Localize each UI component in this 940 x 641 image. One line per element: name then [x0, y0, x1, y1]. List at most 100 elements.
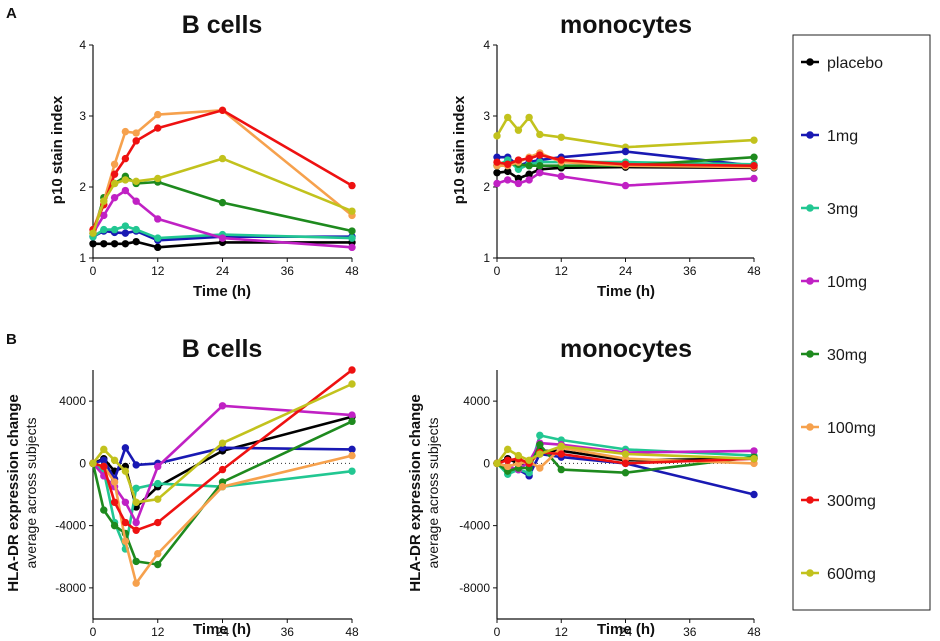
data-point-300mg	[121, 154, 130, 163]
data-point-300mg	[536, 151, 544, 159]
data-point-1mg	[100, 456, 108, 464]
data-point-600mg	[154, 495, 162, 503]
data-point-600mg	[110, 456, 119, 464]
data-point-600mg	[536, 450, 544, 458]
data-point-300mg	[218, 106, 227, 115]
data-point-placebo	[525, 170, 533, 178]
y-tick-label: 0	[79, 456, 86, 470]
data-point-placebo	[110, 240, 119, 248]
data-point-3mg	[348, 467, 356, 475]
y-tick-label: 0	[483, 456, 490, 470]
x-axis-label: Time (h)	[597, 621, 655, 638]
data-point-10mg	[750, 447, 758, 455]
data-point-1mg	[750, 490, 758, 499]
data-point-30mg	[525, 162, 533, 170]
data-point-300mg	[110, 498, 119, 506]
x-tick-label: 48	[747, 625, 761, 639]
data-point-10mg	[348, 411, 356, 419]
data-point-100mg	[121, 537, 130, 545]
data-point-10mg	[154, 462, 162, 471]
data-point-300mg	[110, 170, 119, 178]
plot-area: -8000 -4000 0 4000 0 12 24 36 48	[55, 366, 359, 639]
data-point-30mg	[348, 227, 356, 235]
y-axis-sublabel: average across subjects	[425, 418, 441, 569]
data-point-600mg	[218, 154, 227, 163]
data-point-600mg	[121, 176, 130, 184]
data-point-600mg	[110, 179, 119, 188]
data-point-10mg	[100, 211, 108, 220]
data-point-10mg	[154, 215, 162, 223]
data-point-3mg	[348, 234, 356, 242]
y-tick-label: 4000	[463, 394, 490, 408]
data-point-30mg	[154, 560, 162, 569]
legend-label-30mg: 30mg	[827, 347, 867, 364]
x-tick-label: 24	[216, 625, 230, 639]
data-point-300mg	[504, 456, 512, 464]
data-point-600mg	[348, 207, 356, 215]
data-point-300mg	[493, 158, 501, 166]
y-tick-label: -8000	[55, 581, 86, 595]
x-tick-label: 24	[216, 264, 230, 278]
data-point-300mg	[154, 124, 162, 132]
data-point-30mg	[110, 521, 119, 530]
data-point-100mg	[121, 127, 130, 136]
x-tick-label: 12	[151, 264, 165, 278]
chart-title: B cells	[182, 335, 263, 363]
legend-marker-300mg	[806, 496, 814, 504]
data-point-10mg	[493, 179, 501, 188]
data-point-600mg	[132, 498, 140, 506]
legend-marker-3mg	[806, 204, 814, 212]
data-point-600mg	[132, 177, 140, 186]
y-tick-label: 4	[79, 38, 86, 52]
x-tick-label: 12	[555, 264, 569, 278]
data-point-30mg	[536, 162, 544, 170]
y-tick-label: 3	[79, 109, 86, 123]
series-line-600mg	[495, 116, 755, 149]
data-point-600mg	[348, 380, 356, 388]
data-point-600mg	[89, 459, 97, 468]
data-point-30mg	[621, 469, 630, 477]
legend-marker-placebo	[806, 58, 814, 66]
series-line-300mg	[92, 368, 353, 532]
data-point-300mg	[557, 156, 565, 164]
y-axis-label: p10 stain index	[451, 95, 468, 204]
data-point-100mg	[132, 579, 140, 587]
data-point-300mg	[557, 450, 565, 458]
data-point-600mg	[514, 126, 523, 134]
data-point-placebo	[132, 237, 140, 246]
data-point-100mg	[348, 451, 356, 460]
data-point-300mg	[132, 526, 140, 534]
y-tick-label: 1	[79, 251, 86, 265]
data-point-30mg	[132, 557, 140, 566]
data-point-placebo	[504, 167, 512, 176]
data-point-10mg	[110, 193, 119, 202]
data-point-3mg	[100, 225, 108, 234]
legend-box	[792, 34, 931, 611]
chart-monocytes-p10: monocytes Time (h) p10 stain index 12340…	[451, 11, 761, 300]
data-point-100mg	[536, 464, 544, 472]
data-point-30mg	[536, 441, 544, 449]
data-point-600mg	[504, 445, 512, 454]
y-axis-sublabel: average across subjects	[23, 418, 39, 569]
x-axis-label: Time (h)	[193, 283, 251, 300]
data-point-600mg	[557, 442, 565, 450]
data-point-10mg	[218, 234, 227, 242]
x-tick-label: 36	[683, 625, 697, 639]
x-tick-label: 36	[683, 264, 697, 278]
data-point-600mg	[154, 174, 162, 183]
data-point-10mg	[525, 176, 533, 184]
chart-title: B cells	[182, 11, 263, 39]
data-point-3mg	[154, 234, 162, 242]
legend-label-600mg: 600mg	[827, 566, 876, 583]
data-point-10mg	[132, 518, 140, 527]
chart-title: monocytes	[560, 11, 692, 39]
data-point-300mg	[348, 366, 356, 374]
data-point-10mg	[121, 186, 130, 195]
legend-label-placebo: placebo	[827, 55, 883, 72]
y-tick-label: 4	[483, 38, 490, 52]
data-point-30mg	[100, 506, 108, 514]
data-point-30mg	[348, 417, 356, 426]
series-line-3mg	[92, 462, 353, 551]
